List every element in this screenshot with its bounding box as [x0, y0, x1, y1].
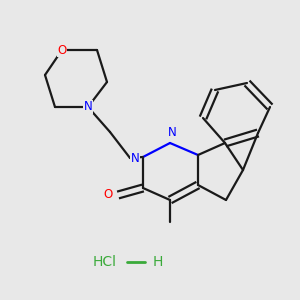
Text: O: O	[103, 188, 112, 202]
Text: N: N	[130, 152, 140, 166]
Text: HCl: HCl	[93, 255, 117, 269]
Text: O: O	[57, 44, 67, 56]
Text: N: N	[84, 100, 92, 113]
Text: H: H	[153, 255, 163, 269]
Text: N: N	[168, 127, 176, 140]
